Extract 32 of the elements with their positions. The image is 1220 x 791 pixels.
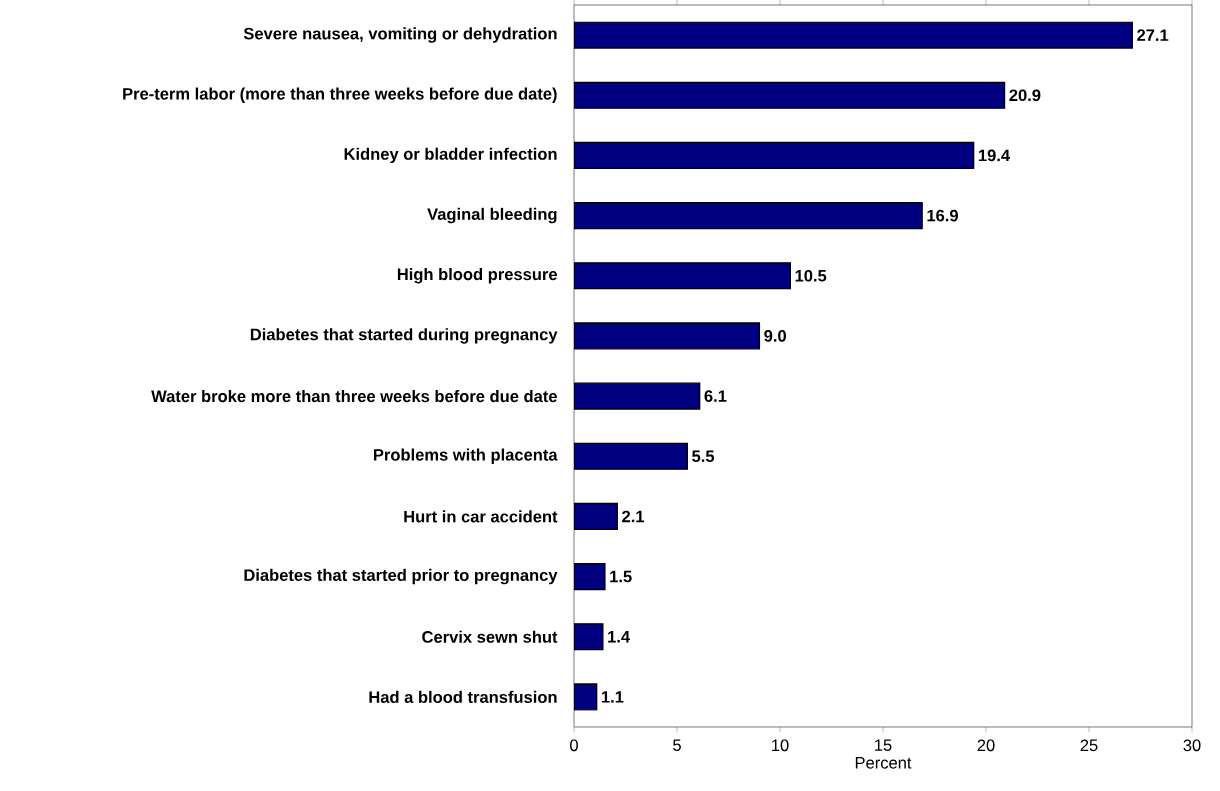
y-tick-label: Diabetes that started prior to pregnancy [244, 568, 558, 585]
y-tick-label: Diabetes that started during pregnancy [250, 328, 558, 344]
y-tick-label: Kidney or bladder infection [344, 147, 557, 164]
data-label: 1.4 [608, 631, 631, 643]
x-tick-label: 5 [673, 739, 681, 751]
data-label: 1.1 [601, 691, 624, 703]
y-tick-label: Pre-term labor (more than three weeks before due date) [123, 87, 557, 103]
y-tick-label: High blood pressure [397, 268, 557, 284]
data-label: 9.0 [764, 330, 786, 342]
y-tick-label: Had a blood transfusion [369, 690, 557, 703]
x-tick-label: 25 [1080, 739, 1098, 752]
data-label: 16.9 [927, 209, 958, 222]
data-label: 27.1 [1137, 29, 1169, 41]
y-tick-label: Severe nausea, vomiting or dehydration [243, 27, 557, 43]
data-label: 2.1 [622, 510, 645, 523]
x-tick-label: 10 [772, 739, 789, 752]
data-label: 6.1 [704, 390, 727, 402]
y-tick-label: Water broke more than three weeks before due date [151, 390, 557, 403]
y-tick-label: Cervix sewn shut [422, 630, 558, 643]
data-label: 5.5 [692, 450, 715, 463]
x-tick-label: 30 [1183, 739, 1201, 752]
x-tick-label: 20 [977, 739, 995, 752]
x-tick-label: 0 [570, 739, 578, 752]
data-label: 10.5 [795, 269, 827, 282]
y-tick-label: Problems with placenta [374, 448, 558, 464]
y-tick-label: Hurt in car accident [404, 510, 558, 523]
y-tick-label: Vaginal bleeding [427, 207, 557, 224]
x-axis-title: Percent [855, 757, 912, 769]
x-tick-label: 15 [875, 739, 892, 751]
data-label: 20.9 [1009, 89, 1041, 102]
data-label: 19.4 [978, 149, 1011, 162]
data-label: 1.5 [610, 570, 632, 583]
